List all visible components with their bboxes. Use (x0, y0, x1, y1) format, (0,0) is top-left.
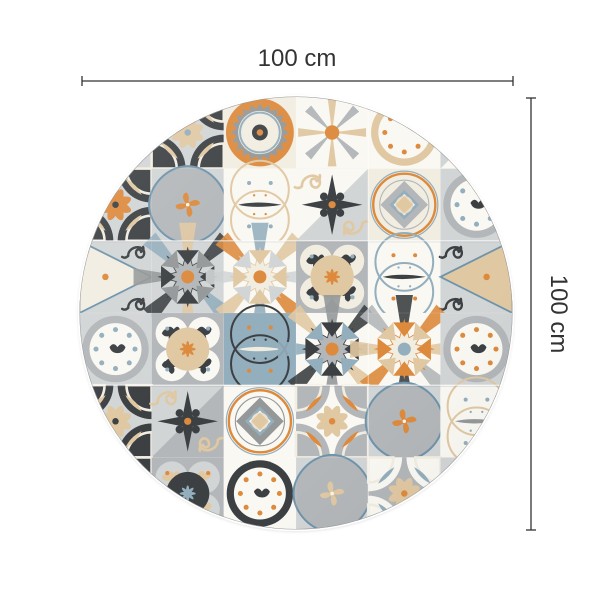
svg-text:100 cm: 100 cm (258, 45, 337, 72)
svg-text:100 cm: 100 cm (545, 275, 572, 354)
